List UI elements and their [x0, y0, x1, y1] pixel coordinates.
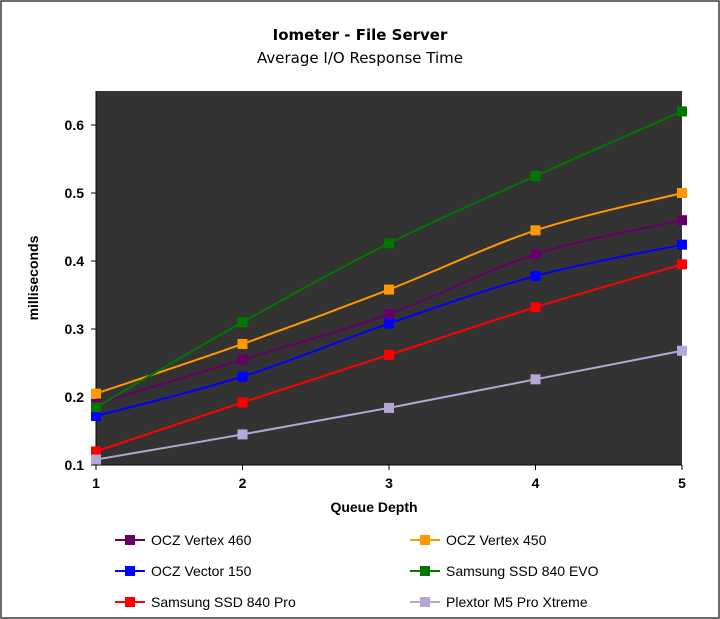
legend-marker: [420, 535, 430, 545]
data-point-marker: [384, 309, 394, 320]
data-point-marker: [677, 215, 687, 226]
legend-marker: [125, 566, 135, 576]
series-3: [91, 106, 687, 413]
data-point-marker: [91, 388, 101, 399]
legend-item: Plextor M5 Pro Xtreme: [410, 594, 588, 610]
series-1: [91, 188, 687, 399]
series-5: [91, 345, 687, 465]
legend-marker: [420, 597, 430, 607]
legend-label: Samsung SSD 840 EVO: [446, 563, 599, 579]
legend-item: OCZ Vertex 460: [115, 532, 252, 548]
y-tick-label: 0.6: [65, 117, 85, 133]
data-point-marker: [677, 345, 687, 356]
data-point-marker: [237, 371, 248, 382]
data-point-marker: [91, 446, 101, 457]
data-point-marker: [677, 259, 687, 270]
y-axis-label: milliseconds: [25, 235, 41, 320]
legend-label: OCZ Vertex 460: [151, 532, 252, 548]
data-point-marker: [237, 354, 248, 365]
x-axis-ticks: 1 2 3 4 5: [92, 465, 686, 491]
data-point-marker: [384, 402, 394, 413]
y-tick-label: 0.4: [65, 253, 85, 269]
legend-item: OCZ Vertex 450: [410, 532, 547, 548]
data-point-marker: [530, 374, 541, 385]
data-point-marker: [530, 249, 541, 260]
series-layer: [91, 106, 687, 465]
data-point-marker: [677, 188, 687, 198]
data-point-marker: [530, 270, 541, 281]
data-point-marker: [530, 171, 541, 181]
y-tick-label: 0.1: [65, 457, 85, 473]
legend-marker: [125, 597, 135, 607]
legend-item: Samsung SSD 840 Pro: [115, 594, 296, 610]
data-point-marker: [384, 238, 394, 249]
chart-subtitle: Average I/O Response Time: [257, 49, 463, 67]
series-2: [91, 239, 687, 422]
data-point-marker: [237, 397, 248, 408]
x-tick-label: 5: [678, 475, 686, 491]
data-point-marker: [91, 454, 101, 465]
legend-label: Plextor M5 Pro Xtreme: [446, 594, 588, 610]
data-point-marker: [677, 239, 687, 250]
legend-label: Samsung SSD 840 Pro: [151, 594, 296, 610]
x-tick-label: 2: [239, 475, 247, 491]
data-point-marker: [237, 429, 248, 440]
data-point-marker: [677, 106, 687, 117]
legend-item: Samsung SSD 840 EVO: [410, 563, 599, 579]
legend-marker: [125, 535, 135, 545]
x-tick-label: 1: [92, 475, 100, 491]
data-point-marker: [384, 349, 394, 360]
x-tick-label: 3: [385, 475, 393, 491]
x-tick-label: 4: [532, 475, 540, 491]
legend: OCZ Vertex 460 OCZ Vertex 450 OCZ Vector 1…: [115, 532, 599, 610]
data-point-marker: [237, 317, 248, 328]
data-point-marker: [237, 338, 248, 349]
legend-label: OCZ Vector 150: [151, 563, 252, 579]
data-point-marker: [91, 402, 101, 413]
legend-marker: [420, 566, 430, 576]
x-axis-label: Queue Depth: [330, 499, 417, 515]
series-4: [91, 259, 687, 457]
data-point-marker: [384, 284, 394, 295]
chart-title: Iometer - File Server: [273, 26, 448, 44]
y-tick-label: 0.2: [65, 389, 85, 405]
data-point-marker: [530, 302, 541, 313]
data-point-marker: [91, 411, 101, 422]
legend-label: OCZ Vertex 450: [446, 532, 547, 548]
legend-item: OCZ Vector 150: [115, 563, 252, 579]
y-tick-label: 0.5: [65, 185, 85, 201]
y-tick-label: 0.3: [65, 321, 85, 337]
data-point-marker: [530, 225, 541, 236]
data-point-marker: [384, 318, 394, 329]
